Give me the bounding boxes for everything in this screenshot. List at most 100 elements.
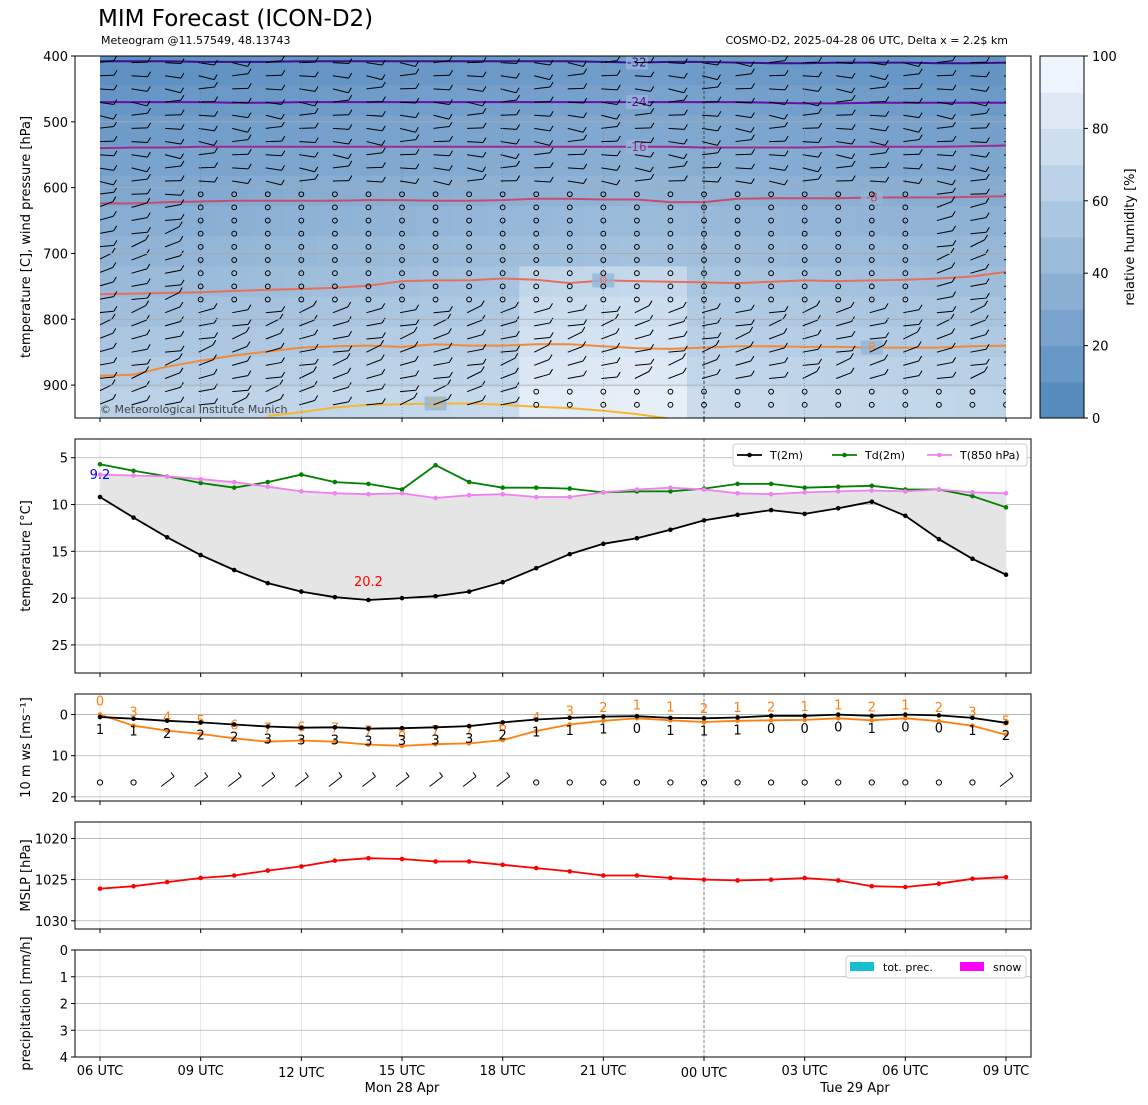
wind-barb	[903, 375, 920, 380]
rh-cell	[720, 357, 756, 389]
wind-barb-flag	[180, 189, 185, 196]
wind-barb	[395, 776, 410, 787]
xs-right-blank	[1006, 56, 1031, 418]
wind-barb-flag	[985, 212, 990, 218]
wind-barb	[903, 73, 920, 77]
wind-barb	[232, 309, 249, 314]
wind-barb	[970, 297, 987, 301]
series-point-2	[366, 491, 371, 497]
wind-barb	[131, 178, 148, 182]
mslp-point	[265, 868, 271, 873]
wind-calm-circle	[533, 243, 540, 250]
wind-barb-flag	[683, 153, 688, 159]
wind-barb	[567, 375, 584, 380]
wind-calm-circle	[331, 270, 338, 277]
wind-barb-flag	[516, 175, 521, 181]
wind-point-0	[164, 728, 170, 733]
wind-barb-flag	[146, 395, 151, 401]
wind-barb	[131, 297, 148, 301]
wind-barb-flag	[415, 304, 420, 311]
wind-barb	[399, 167, 416, 170]
wind-barb-flag	[816, 300, 821, 306]
wind-calm-circle	[935, 401, 942, 408]
mslp-point	[802, 875, 807, 881]
mslp-point	[366, 855, 371, 861]
wind-barb	[462, 776, 477, 787]
wind-barb	[903, 331, 918, 340]
wind-barb	[970, 282, 987, 287]
wind-barb	[701, 141, 718, 146]
wind-barb	[466, 319, 483, 327]
rh-cell	[687, 56, 722, 87]
wind-barb	[165, 335, 181, 340]
wind-barb	[735, 375, 752, 380]
wind-barb-flag	[985, 358, 990, 365]
series-point-2	[198, 476, 203, 482]
wind-barb-flag	[984, 366, 988, 372]
wind-barb	[601, 376, 618, 380]
wind-barb-flag	[717, 96, 722, 102]
wind-barb	[97, 252, 113, 261]
wind-barb-flag	[237, 772, 242, 777]
wind-calm-circle	[633, 217, 640, 224]
wind-barb	[802, 101, 819, 107]
wind-barb	[534, 322, 551, 327]
wind-barb	[433, 376, 450, 380]
wind-barb-flag	[506, 772, 511, 777]
wind-barb-flag	[449, 150, 453, 156]
wind-point-0	[936, 718, 942, 724]
wind-barb-flag	[851, 72, 856, 79]
series-point-2	[970, 490, 975, 495]
wind-barb	[97, 398, 113, 406]
rh-cell	[519, 387, 555, 418]
legend-marker	[937, 452, 942, 458]
wind-barb-flag	[952, 357, 957, 363]
wind-barb	[165, 127, 182, 130]
wind-barb-flag	[414, 341, 419, 347]
wind-calm-circle	[365, 270, 372, 277]
wind-barb-flag	[314, 395, 319, 401]
temperature-frame	[74, 438, 1032, 674]
rh-cell	[485, 115, 521, 148]
colorbar-tick-label: 60	[1092, 195, 1109, 210]
wind-value-label-1: 1	[96, 723, 104, 738]
wind-barb-flag	[482, 173, 487, 180]
rh-cell	[854, 145, 890, 178]
series-point-2	[903, 489, 908, 494]
rh-cell	[821, 236, 857, 269]
wind-barb-flag	[147, 188, 151, 194]
wind-calm-circle	[667, 388, 674, 395]
wind-barb-flag	[314, 108, 319, 114]
wind-calm-circle	[197, 283, 204, 290]
wind-barb-flag	[381, 368, 386, 375]
isotherm-label-bg	[424, 396, 447, 411]
rh-cell	[754, 115, 790, 148]
wind-value-label-1: 0	[767, 722, 775, 737]
wind-barb-flag	[582, 61, 587, 67]
wind-barb-flag	[415, 68, 420, 75]
series-point-0	[366, 597, 371, 603]
wind-barb-flag	[784, 357, 789, 363]
wind-barb	[165, 99, 182, 103]
wind-barb-flag	[884, 368, 889, 375]
wind-calm-circle	[667, 230, 674, 237]
wind-barb	[668, 350, 685, 353]
wind-barb	[735, 73, 752, 77]
wind-barb-flag	[951, 328, 956, 334]
rh-cell	[854, 387, 890, 418]
wind-barb	[467, 154, 483, 158]
wind-barb-flag	[515, 330, 520, 337]
rh-cell	[519, 357, 555, 389]
wind-barb-flag	[281, 99, 285, 105]
wind-barb	[97, 310, 114, 314]
wind-barb	[500, 154, 517, 160]
wind-calm-circle	[734, 191, 741, 198]
wind-barb-flag	[683, 58, 688, 64]
wind-barb	[869, 141, 886, 146]
wind-point-1	[634, 713, 640, 719]
colorbar-tick-label: 80	[1092, 122, 1109, 137]
isotherm-label-bg	[860, 190, 883, 205]
wind-value-label-0: 7	[465, 723, 473, 738]
temp-ylabel: temperature [°C]	[19, 500, 34, 612]
wind-barb-flag	[381, 81, 386, 88]
